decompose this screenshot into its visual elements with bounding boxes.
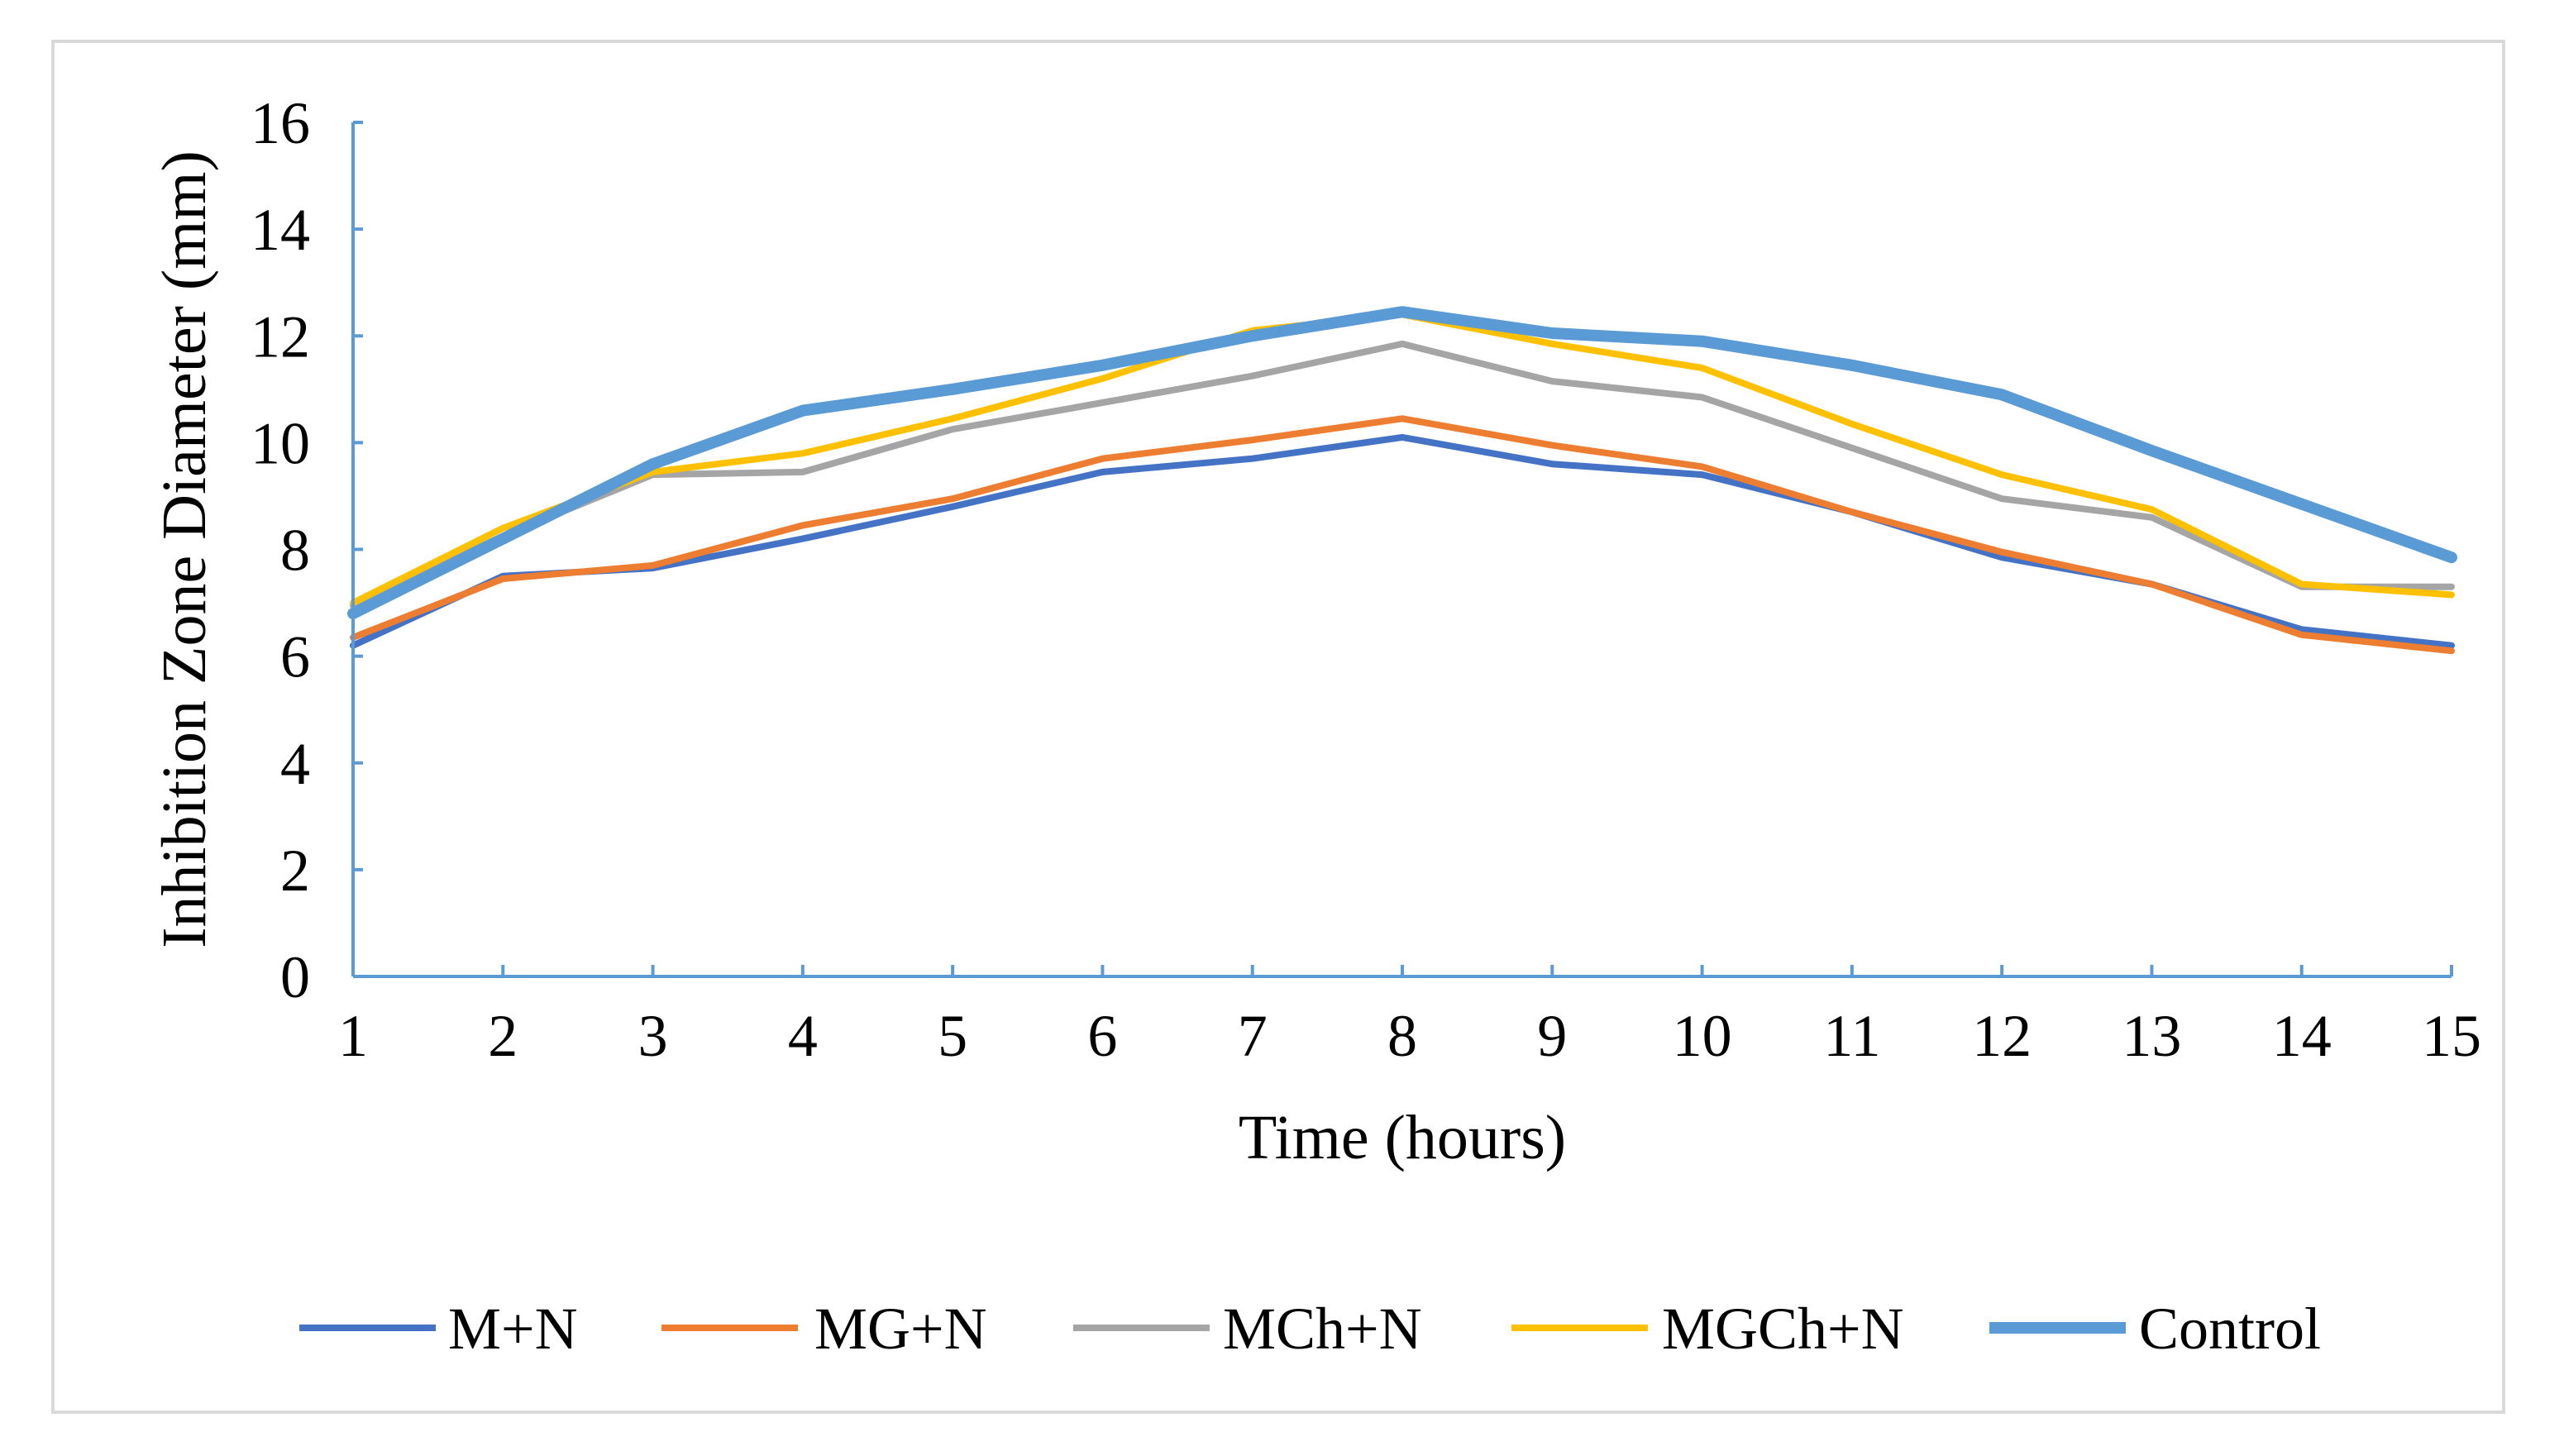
y-tick-label: 0 bbox=[280, 944, 310, 1010]
y-ticks: 0 2 4 6 8 10 12 14 16 bbox=[251, 90, 363, 1010]
x-tick-label: 3 bbox=[638, 1003, 668, 1069]
legend-label: MCh+N bbox=[1223, 1296, 1422, 1362]
legend-label: M+N bbox=[448, 1296, 578, 1362]
x-tick-label: 12 bbox=[1972, 1003, 2032, 1069]
x-tick-label: 6 bbox=[1087, 1003, 1117, 1069]
x-tick-label: 2 bbox=[488, 1003, 518, 1069]
y-tick-label: 4 bbox=[280, 731, 310, 797]
x-ticks: 1 2 3 4 5 6 7 8 9 10 11 12 13 14 15 bbox=[338, 965, 2481, 1069]
y-tick-label: 10 bbox=[251, 410, 310, 476]
x-tick-label: 4 bbox=[788, 1003, 818, 1069]
series-line-control bbox=[347, 306, 2457, 619]
x-tick-label: 11 bbox=[1823, 1003, 1880, 1069]
series-line-mg-n bbox=[350, 415, 2455, 655]
x-tick-label: 8 bbox=[1387, 1003, 1417, 1069]
axes bbox=[351, 122, 2452, 978]
x-axis-title: Time (hours) bbox=[1239, 1103, 1566, 1172]
x-tick-label: 1 bbox=[338, 1003, 368, 1069]
y-tick-label: 2 bbox=[280, 838, 310, 904]
y-axis-title: Inhibition Zone Diameter (mm) bbox=[150, 150, 219, 948]
plot-lines bbox=[347, 306, 2457, 655]
legend-label: MGCh+N bbox=[1662, 1296, 1904, 1362]
x-tick-label: 9 bbox=[1537, 1003, 1567, 1069]
x-tick-label: 7 bbox=[1238, 1003, 1268, 1069]
x-tick-label: 15 bbox=[2422, 1003, 2481, 1069]
y-tick-label: 12 bbox=[251, 303, 310, 370]
y-tick-label: 8 bbox=[280, 518, 310, 584]
y-tick-label: 6 bbox=[280, 624, 310, 690]
x-tick-label: 10 bbox=[1673, 1003, 1732, 1069]
chart-frame: 0 2 4 6 8 10 12 14 16 1 2 3 4 5 6 7 8 9 10 11 12 13 14 15 Inhi… bbox=[51, 40, 2505, 1414]
x-tick-label: 14 bbox=[2272, 1003, 2332, 1069]
legend-label: MG+N bbox=[814, 1296, 987, 1362]
series-line-mch-n bbox=[350, 340, 2455, 609]
legend-label: Control bbox=[2139, 1296, 2321, 1362]
x-tick-label: 13 bbox=[2122, 1003, 2181, 1069]
y-tick-label: 16 bbox=[251, 90, 310, 156]
y-tick-label: 14 bbox=[251, 197, 310, 263]
legend: M+N MG+N MCh+N MGCh+N Control bbox=[299, 1296, 2321, 1362]
x-tick-label: 5 bbox=[938, 1003, 967, 1069]
